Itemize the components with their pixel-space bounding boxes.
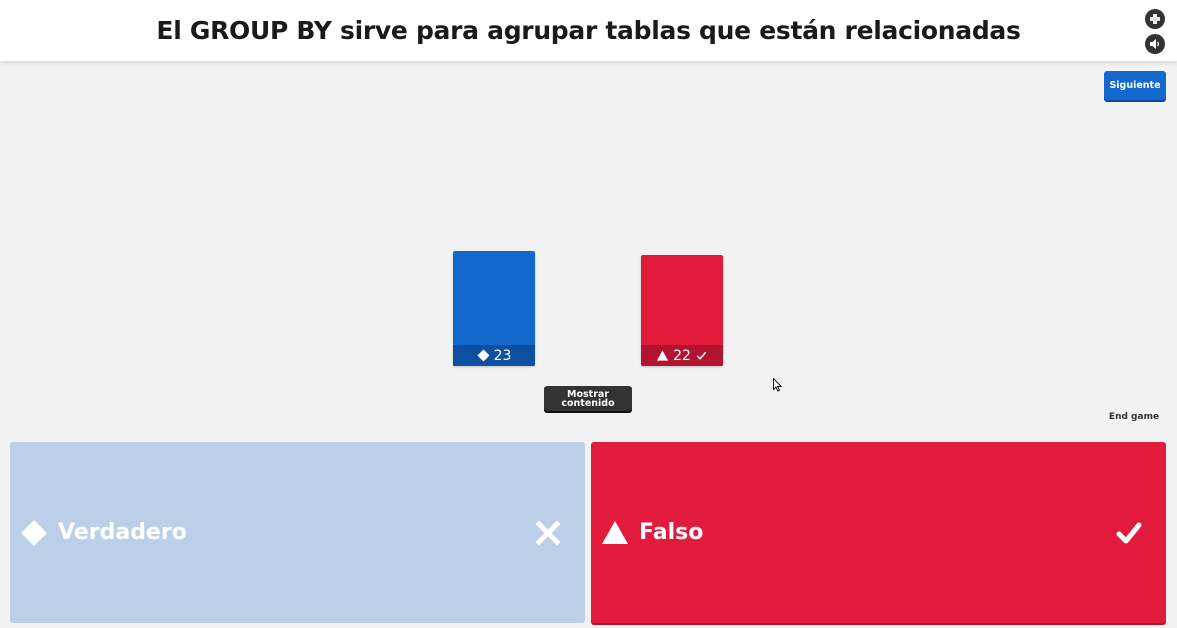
answer-option-falso[interactable]: Falso: [591, 442, 1166, 623]
check-icon: [696, 351, 707, 360]
mouse-cursor-icon: [773, 378, 782, 392]
result-bar-footer: 22: [641, 345, 723, 366]
show-content-label: Mostrar contenido: [561, 388, 615, 409]
fullscreen-button[interactable]: [1145, 9, 1165, 29]
next-button[interactable]: Siguiente: [1104, 71, 1166, 100]
answer-option-verdadero[interactable]: Verdadero: [10, 442, 585, 623]
show-content-button[interactable]: Mostrar contenido: [544, 386, 632, 411]
sound-button[interactable]: [1145, 34, 1165, 54]
fullscreen-icon: [1150, 14, 1160, 24]
answer-label: Verdadero: [58, 520, 187, 545]
cross-icon: [535, 519, 561, 546]
answer-label: Falso: [639, 520, 704, 545]
result-count: 22: [673, 347, 691, 364]
result-count: 23: [493, 347, 512, 364]
question-header: El GROUP BY sirve para agrupar tablas qu…: [0, 0, 1177, 61]
diamond-icon: [21, 519, 47, 546]
triangle-icon: [602, 520, 628, 544]
question-title: El GROUP BY sirve para agrupar tablas qu…: [156, 16, 1021, 45]
result-bar-triangle: 22: [641, 255, 723, 366]
end-game-link[interactable]: End game: [1108, 412, 1160, 422]
check-icon: [1116, 522, 1142, 543]
result-bar-footer: 23: [453, 345, 535, 366]
triangle-icon: [657, 350, 669, 361]
diamond-icon: [477, 349, 490, 362]
result-bar-diamond: 23: [453, 251, 535, 366]
sound-icon: [1150, 39, 1159, 49]
